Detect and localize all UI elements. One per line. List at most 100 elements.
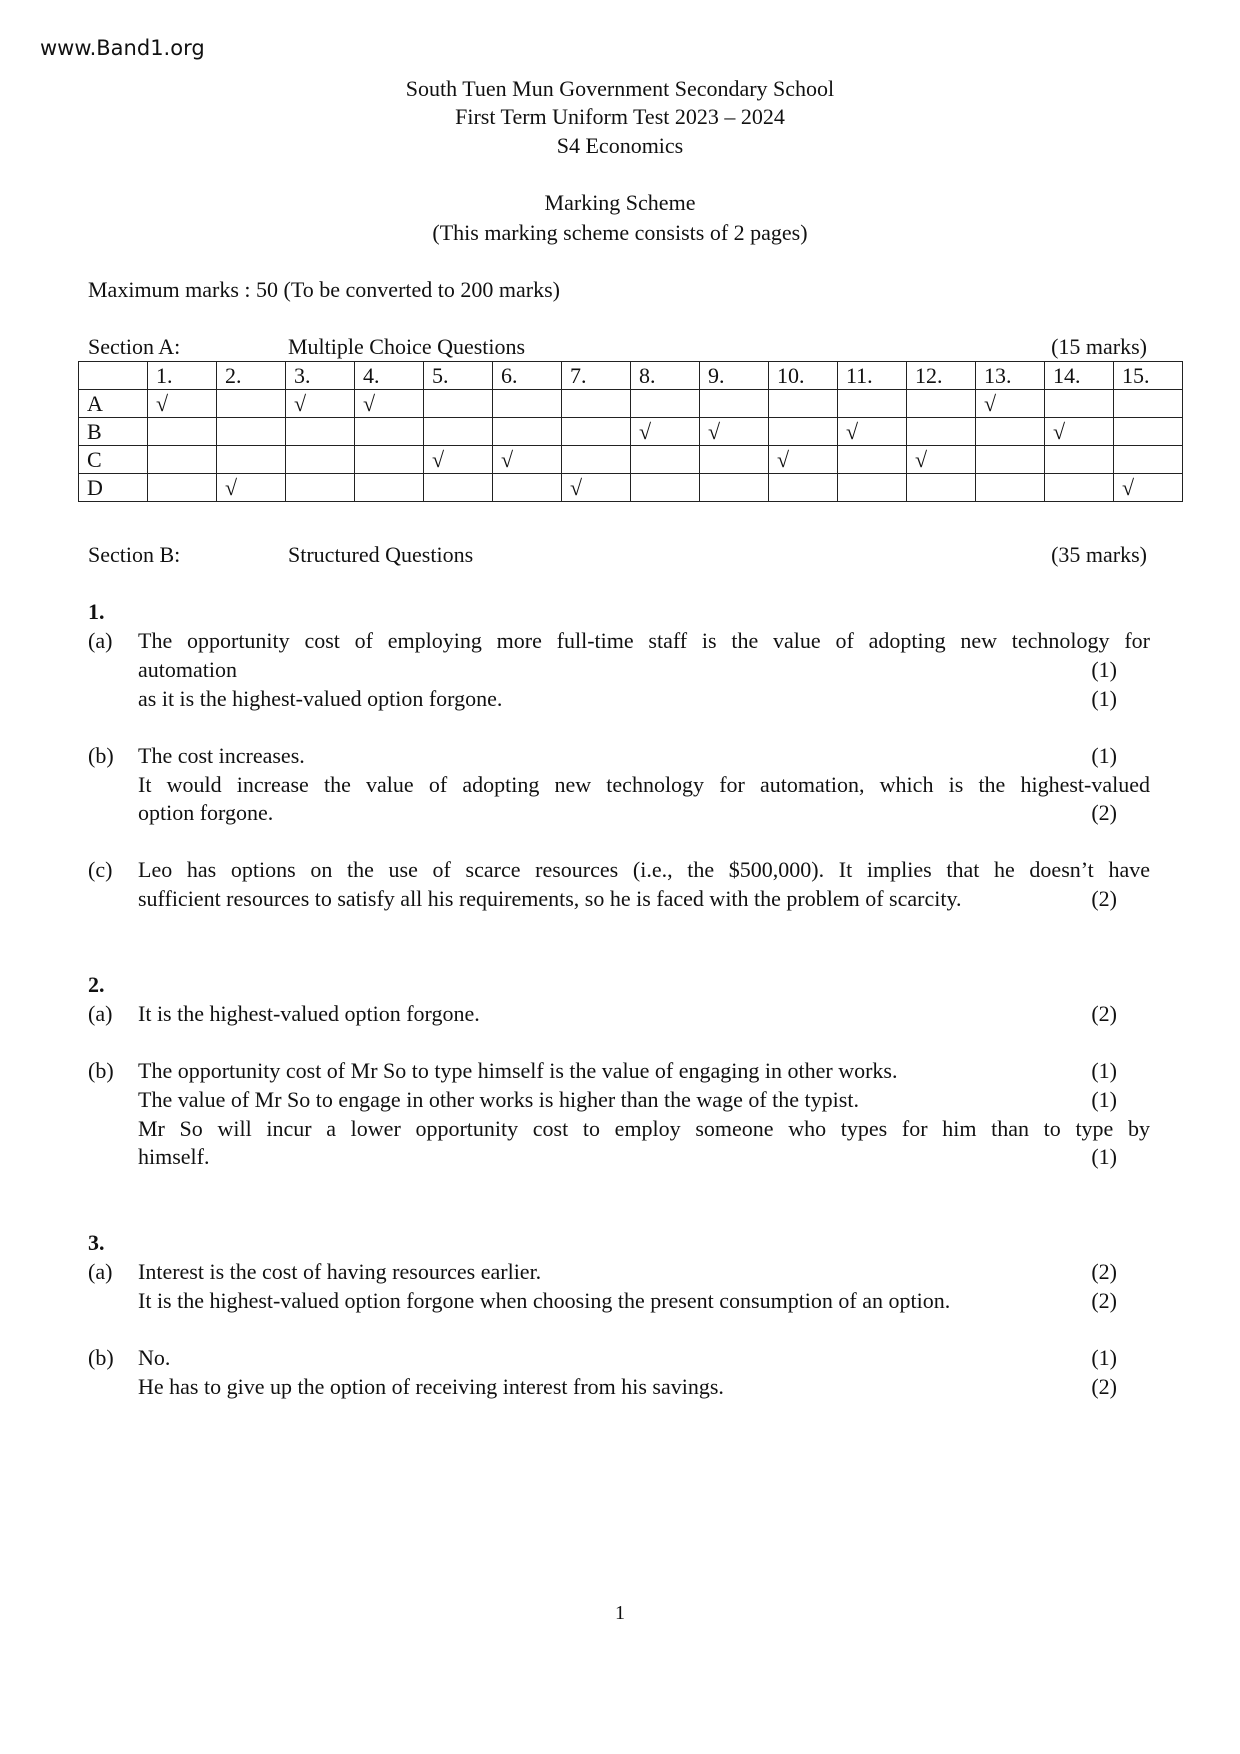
empty-cell	[354, 445, 424, 474]
empty-cell	[1113, 445, 1183, 474]
answer-line: It would increase the value of adopting …	[138, 772, 1150, 797]
empty-cell	[354, 473, 424, 502]
mark-allocation: (1)	[1091, 1345, 1117, 1370]
answer-line: option forgone.	[138, 800, 274, 825]
section-a-marks: (15 marks)	[1051, 334, 1147, 359]
option-row: D √ √ √	[78, 473, 1183, 502]
answer-cell: √	[1044, 417, 1114, 446]
option-label: C	[78, 445, 148, 474]
option-label: B	[78, 417, 148, 446]
empty-cell	[699, 445, 769, 474]
option-row: A √ √ √ √	[78, 389, 1183, 418]
empty-cell	[492, 473, 562, 502]
mark-allocation: (2)	[1091, 1374, 1117, 1399]
answer-line: as it is the highest-valued option forgo…	[138, 686, 503, 711]
section-a-title: Multiple Choice Questions	[288, 334, 526, 359]
mark-allocation: (1)	[1091, 1144, 1117, 1169]
part-label: (a)	[88, 1259, 113, 1284]
mark-allocation: (1)	[1091, 743, 1117, 768]
question-number-cell: 7.	[561, 361, 631, 390]
question-number-cell: 14.	[1044, 361, 1114, 390]
empty-cell	[285, 473, 355, 502]
empty-cell	[699, 473, 769, 502]
question-number-cell: 10.	[768, 361, 838, 390]
empty-cell	[354, 417, 424, 446]
pages-note: (This marking scheme consists of 2 pages…	[432, 220, 808, 245]
answer-cell: √	[423, 445, 493, 474]
empty-cell	[837, 389, 907, 418]
answer-cell: √	[906, 445, 976, 474]
answer-line: sufficient resources to satisfy all his …	[138, 886, 962, 911]
empty-cell	[630, 445, 700, 474]
tick-icon: √	[984, 391, 997, 416]
answer-line: It is the highest-valued option forgone.	[138, 1001, 480, 1026]
empty-cell	[1044, 445, 1114, 474]
tick-icon: √	[225, 475, 238, 500]
empty-cell	[1044, 389, 1114, 418]
empty-cell	[1113, 417, 1183, 446]
mark-allocation: (2)	[1091, 886, 1117, 911]
empty-cell	[285, 417, 355, 446]
question-number-cell: 6.	[492, 361, 562, 390]
mark-allocation: (2)	[1091, 1259, 1117, 1284]
empty-cell	[147, 473, 217, 502]
mark-allocation: (1)	[1091, 1058, 1117, 1083]
empty-cell	[147, 417, 217, 446]
empty-cell	[423, 389, 493, 418]
answer-cell: √	[147, 389, 217, 418]
part-label: (a)	[88, 1001, 113, 1026]
empty-cell	[561, 417, 631, 446]
mark-allocation: (1)	[1091, 686, 1117, 711]
empty-cell	[699, 389, 769, 418]
empty-cell	[975, 473, 1045, 502]
answer-line: No.	[138, 1345, 171, 1370]
empty-cell	[1113, 389, 1183, 418]
answer-cell: √	[354, 389, 424, 418]
question-number-cell: 4.	[354, 361, 424, 390]
tick-icon: √	[432, 447, 445, 472]
part-label: (c)	[88, 857, 113, 882]
section-a-label: Section A:	[88, 334, 181, 359]
subject: S4 Economics	[556, 133, 684, 158]
tick-icon: √	[294, 391, 307, 416]
empty-cell	[492, 417, 562, 446]
tick-icon: √	[915, 447, 928, 472]
question-number-cell: 2.	[216, 361, 286, 390]
empty-cell	[768, 417, 838, 446]
empty-cell	[423, 417, 493, 446]
tick-icon: √	[708, 419, 721, 444]
answer-cell: √	[837, 417, 907, 446]
question-number-cell: 12.	[906, 361, 976, 390]
mark-allocation: (2)	[1091, 1288, 1117, 1313]
part-label: (b)	[88, 743, 114, 768]
empty-cell	[492, 389, 562, 418]
empty-cell	[216, 445, 286, 474]
tick-icon: √	[501, 447, 514, 472]
option-label: D	[78, 473, 148, 502]
school-name: South Tuen Mun Government Secondary Scho…	[405, 76, 835, 101]
option-label: A	[78, 389, 148, 418]
tick-icon: √	[156, 391, 169, 416]
empty-cell	[147, 445, 217, 474]
tick-icon: √	[363, 391, 376, 416]
part-label: (a)	[88, 628, 113, 653]
empty-cell	[906, 389, 976, 418]
answer-line: The opportunity cost of Mr So to type hi…	[138, 1058, 898, 1083]
empty-cell	[975, 445, 1045, 474]
answer-cell: √	[561, 473, 631, 502]
test-name: First Term Uniform Test 2023 – 2024	[455, 104, 785, 129]
answer-line: The cost increases.	[138, 743, 305, 768]
part-label: (b)	[88, 1058, 114, 1083]
question-number-cell: 13.	[975, 361, 1045, 390]
answer-cell: √	[1113, 473, 1183, 502]
answer-line: He has to give up the option of receivin…	[138, 1374, 724, 1399]
watermark-text: www.Band1.org	[40, 36, 205, 60]
answer-line: himself.	[138, 1144, 210, 1169]
section-b-title: Structured Questions	[288, 542, 474, 567]
mark-allocation: (2)	[1091, 1001, 1117, 1026]
empty-cell	[906, 417, 976, 446]
empty-cell	[630, 473, 700, 502]
section-b-marks: (35 marks)	[1051, 542, 1147, 567]
question-number-cell: 9.	[699, 361, 769, 390]
empty-cell	[630, 389, 700, 418]
